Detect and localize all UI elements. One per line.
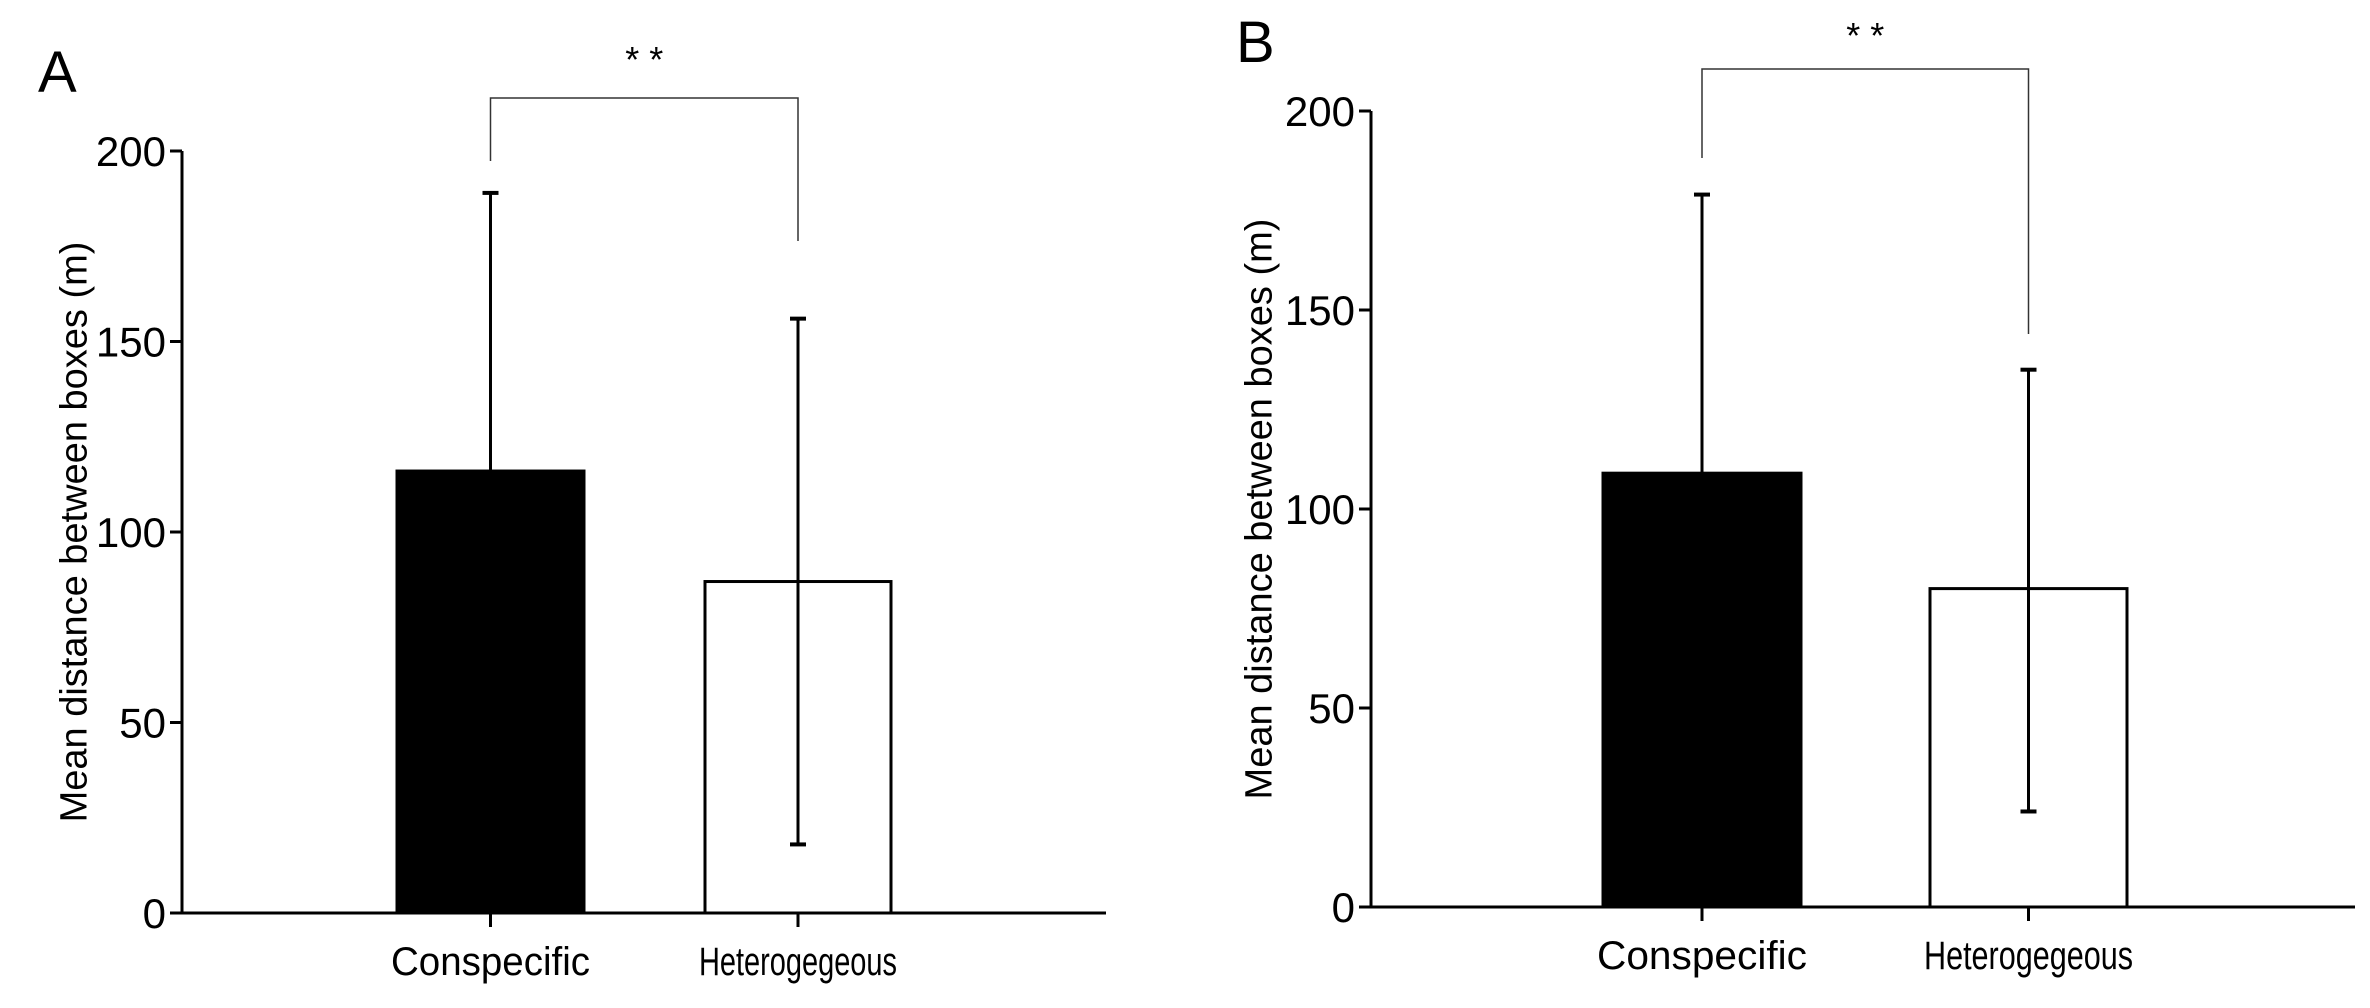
y-tick-label: 100 [96,509,166,556]
panel-label: A [38,40,77,105]
significance-bracket [489,97,799,241]
significance-label: * * [1846,15,1884,56]
x-tick-label: Heterogegeous [1924,934,2133,978]
y-tick-label: 150 [96,319,166,366]
x-tick-label: Conspecific [391,940,590,984]
panel-label: B [1236,10,1275,75]
panel-a: A 0 50 100 150 200 Mean distance between boxes… [38,39,1106,984]
y-axis-label: Mean distance between boxes (m) [54,242,96,823]
panel-b: B 0 50 100 150 200 Mean distance between boxes… [1236,10,2355,978]
y-axis-label: Mean distance between boxes (m) [1239,219,1281,800]
y-tick-label: 50 [119,700,166,747]
y-tick-label: 0 [143,890,166,937]
x-tick-label: Heterogegeous [699,940,897,984]
x-tick-label: Conspecific [1597,934,1807,978]
y-tick-label: 200 [1285,88,1355,135]
y-tick-label: 50 [1308,685,1355,732]
y-tick-label: 200 [96,128,166,175]
significance-bracket [1701,68,2030,334]
significance-label: * * [625,39,663,80]
y-tick-label: 0 [1332,884,1355,931]
bar-conspecific [1601,471,1803,909]
y-tick-label: 100 [1285,486,1355,533]
bar-conspecific [395,469,586,915]
y-tick-label: 150 [1285,287,1355,334]
